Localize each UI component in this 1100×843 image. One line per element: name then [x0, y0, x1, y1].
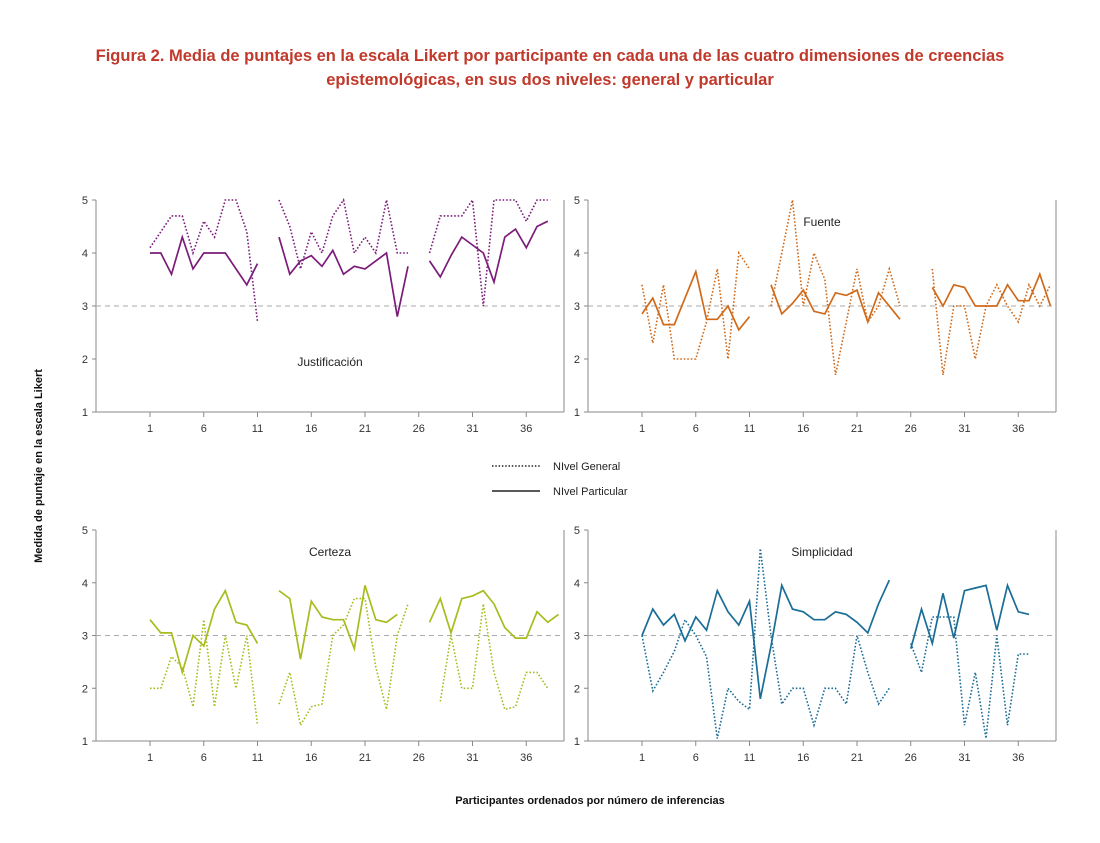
y-tick-label: 3 [574, 301, 580, 313]
x-tick-label: 11 [252, 423, 263, 435]
x-tick-label: 1 [639, 423, 645, 435]
figure-title-line-1: Figura 2. Media de puntajes en la escala… [95, 47, 1005, 65]
x-tick-label: 31 [466, 752, 478, 764]
panel-justificacion-series-general-line [149, 197, 548, 322]
y-tick-label: 4 [574, 578, 580, 590]
x-tick-label: 31 [958, 423, 970, 435]
panel-simplicidad-series-particular-line [641, 579, 1030, 699]
x-tick-label: 36 [520, 423, 532, 435]
x-tick-label: 21 [851, 752, 863, 764]
x-tick-label: 31 [466, 423, 478, 435]
panel-fuente-series-particular-line [641, 268, 1052, 332]
panel-certeza-series-general-line [150, 597, 549, 728]
y-tick-label: 2 [574, 683, 580, 695]
y-tick-label: 2 [82, 354, 88, 366]
y-tick-label: 1 [82, 736, 88, 748]
panel-certeza-series-particular-line [149, 585, 560, 676]
y-tick-label: 4 [82, 578, 88, 590]
x-tick-label: 21 [359, 423, 371, 435]
panel-simplicidad-label: Simplicidad [791, 545, 852, 559]
x-tick-label: 6 [693, 423, 699, 435]
y-tick-label: 1 [574, 407, 580, 419]
panel-fuente-series-general-line [641, 199, 1052, 376]
x-tick-label: 11 [744, 423, 755, 435]
x-tick-label: 16 [797, 423, 809, 435]
x-tick-label: 21 [851, 423, 863, 435]
y-tick-label: 2 [574, 354, 580, 366]
x-tick-label: 26 [905, 752, 917, 764]
x-tick-label: 16 [797, 752, 809, 764]
y-tick-label: 5 [82, 525, 88, 537]
panel-certeza-label: Certeza [309, 545, 351, 559]
figure-title-line-2: epistemológicas, en sus dos niveles: gen… [326, 71, 774, 89]
y-tick-label: 4 [82, 248, 88, 260]
x-tick-label: 26 [413, 752, 425, 764]
panel-justificacion-label: Justificación [297, 355, 362, 369]
y-tick-label: 4 [574, 248, 580, 260]
x-tick-label: 11 [744, 752, 755, 764]
x-tick-label: 16 [305, 752, 317, 764]
x-tick-label: 6 [201, 752, 207, 764]
x-tick-label: 36 [1012, 752, 1024, 764]
x-tick-label: 1 [639, 752, 645, 764]
x-tick-label: 31 [958, 752, 970, 764]
legend-general-label: NIvel General [553, 461, 620, 473]
y-tick-label: 3 [574, 631, 580, 643]
figure-title: Figura 2. Media de puntajes en la escala… [40, 44, 1060, 92]
y-tick-label: 3 [82, 631, 88, 643]
panel-simplicidad-series-general-line [641, 548, 1029, 739]
y-tick-label: 2 [82, 683, 88, 695]
x-tick-label: 26 [905, 423, 917, 435]
panel-fuente-label: Fuente [803, 215, 841, 229]
x-tick-label: 36 [1012, 423, 1024, 435]
x-tick-label: 1 [147, 423, 153, 435]
y-tick-label: 5 [82, 195, 88, 207]
y-tick-label: 1 [574, 736, 580, 748]
x-tick-label: 26 [413, 423, 425, 435]
x-tick-label: 36 [520, 752, 532, 764]
y-tick-label: 1 [82, 407, 88, 419]
legend-particular-label: NIvel Particular [553, 486, 628, 498]
y-axis-label: Medida de puntaje en la escala Likert [33, 369, 45, 563]
x-tick-label: 21 [359, 752, 371, 764]
y-tick-label: 5 [574, 195, 580, 207]
x-tick-label: 6 [201, 423, 207, 435]
y-tick-label: 5 [574, 525, 580, 537]
x-tick-label: 6 [693, 752, 699, 764]
x-tick-label: 16 [305, 423, 317, 435]
x-tick-label: 11 [252, 752, 263, 764]
panel-justificacion-series-particular-line [150, 220, 549, 317]
x-tick-label: 1 [147, 752, 153, 764]
x-axis-label: Participantes ordenados por número de in… [455, 795, 725, 807]
y-tick-label: 3 [82, 301, 88, 313]
chart-legend: NIvel General NIvel Particular [492, 461, 628, 498]
